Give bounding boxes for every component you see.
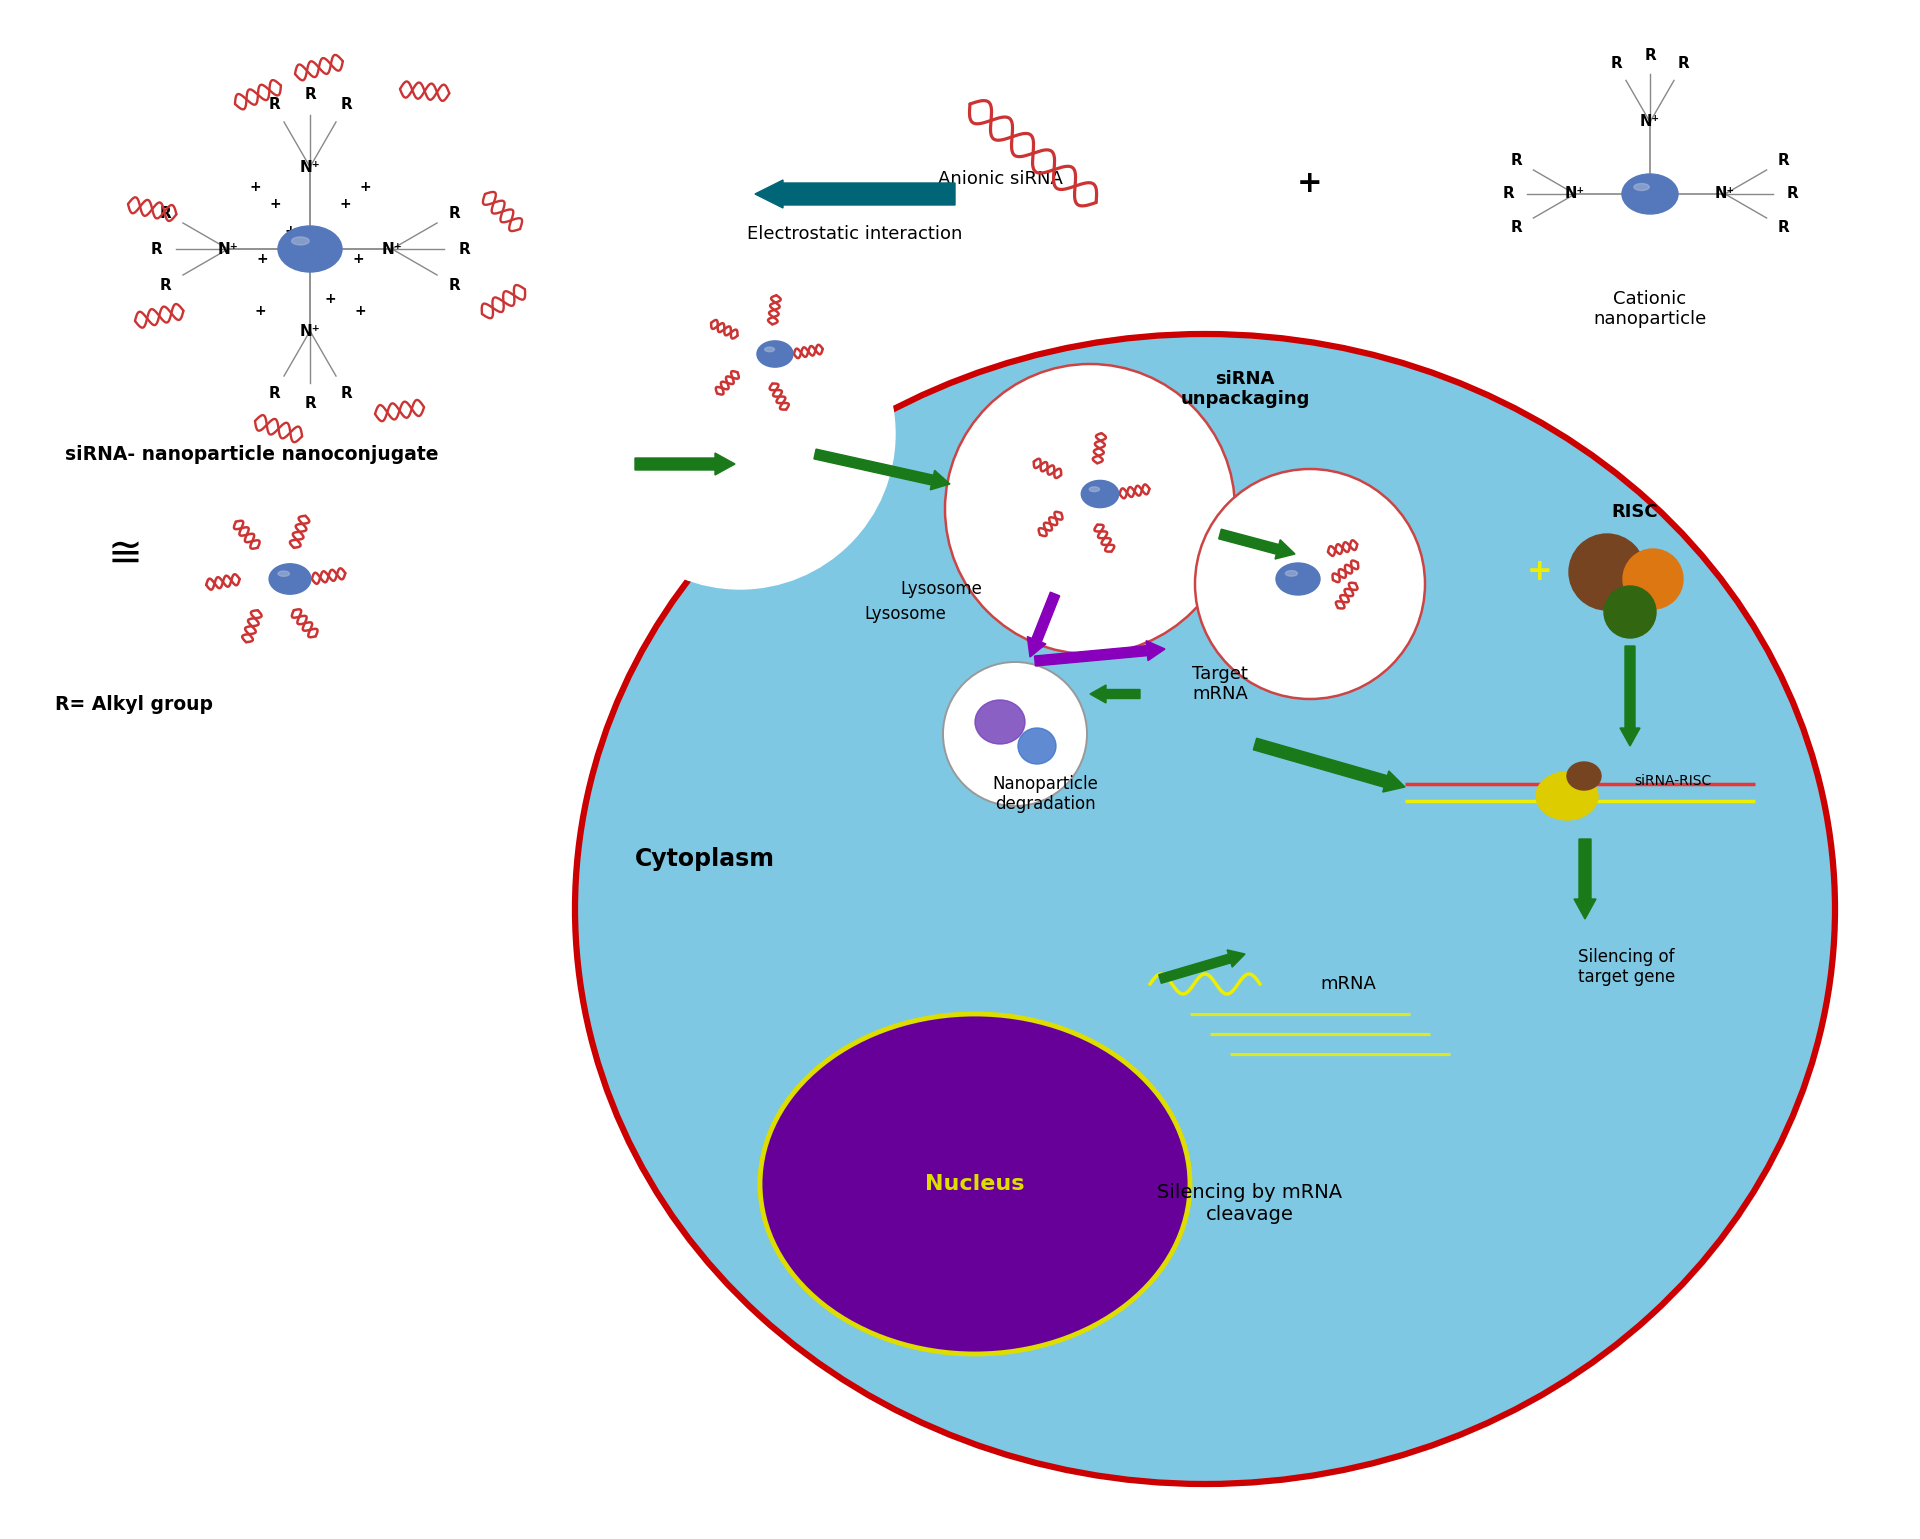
Ellipse shape [278, 571, 290, 576]
Text: R: R [269, 97, 280, 112]
Ellipse shape [574, 334, 1836, 1484]
Text: Lysosome: Lysosome [864, 605, 947, 623]
Ellipse shape [278, 226, 342, 272]
Text: +: + [269, 197, 280, 211]
Ellipse shape [1622, 174, 1678, 214]
FancyArrow shape [755, 180, 954, 208]
FancyArrow shape [1027, 593, 1060, 657]
Text: R: R [1778, 152, 1789, 168]
Text: ≅: ≅ [108, 532, 142, 576]
Text: Nanoparticle
degradation: Nanoparticle degradation [993, 774, 1098, 814]
Ellipse shape [764, 348, 774, 352]
Ellipse shape [1536, 773, 1597, 820]
Text: +: + [255, 252, 267, 266]
Text: R: R [1611, 57, 1622, 71]
Ellipse shape [292, 237, 309, 245]
Text: +: + [340, 197, 351, 211]
Text: siRNA- nanoparticle nanoconjugate: siRNA- nanoparticle nanoconjugate [65, 445, 438, 463]
FancyArrow shape [1160, 950, 1244, 983]
Text: R: R [1644, 48, 1655, 63]
FancyArrow shape [1035, 640, 1165, 666]
Text: R: R [340, 386, 351, 400]
Text: +: + [284, 225, 296, 239]
Text: N⁺: N⁺ [1640, 114, 1661, 129]
Text: R: R [449, 206, 461, 220]
Text: R: R [1786, 186, 1797, 202]
Text: R: R [1778, 220, 1789, 235]
Ellipse shape [1018, 728, 1056, 763]
Text: R: R [1511, 152, 1523, 168]
Text: R: R [459, 242, 470, 257]
Circle shape [1622, 549, 1684, 609]
FancyArrow shape [1574, 839, 1596, 919]
FancyArrow shape [636, 452, 735, 476]
Text: Target
mRNA: Target mRNA [1192, 665, 1248, 703]
Circle shape [945, 365, 1235, 654]
Text: N⁺: N⁺ [217, 242, 238, 257]
Ellipse shape [760, 1014, 1190, 1354]
Text: +: + [250, 180, 261, 194]
Circle shape [1569, 534, 1645, 609]
Text: N⁺: N⁺ [300, 160, 321, 174]
Text: R: R [449, 277, 461, 292]
Text: +: + [1298, 169, 1323, 199]
Ellipse shape [756, 340, 793, 368]
Text: R: R [159, 206, 171, 220]
Circle shape [586, 279, 895, 589]
Text: N⁺: N⁺ [382, 242, 403, 257]
Circle shape [1194, 469, 1425, 699]
Ellipse shape [1081, 480, 1119, 508]
Text: R: R [159, 277, 171, 292]
FancyArrow shape [1254, 739, 1405, 793]
Text: R: R [1678, 57, 1690, 71]
Text: +: + [353, 305, 367, 319]
Text: siRNA-RISC: siRNA-RISC [1634, 774, 1711, 788]
Text: N⁺: N⁺ [1715, 186, 1736, 202]
Text: R: R [1501, 186, 1513, 202]
Text: Silencing by mRNA
cleavage: Silencing by mRNA cleavage [1158, 1183, 1342, 1225]
Text: R: R [269, 386, 280, 400]
Ellipse shape [1089, 486, 1100, 491]
Text: R: R [340, 97, 351, 112]
Text: +: + [253, 305, 265, 319]
Text: R: R [150, 242, 161, 257]
Text: Anionic siRNA: Anionic siRNA [937, 169, 1062, 188]
FancyArrow shape [1219, 529, 1294, 559]
FancyArrow shape [814, 449, 950, 489]
FancyArrow shape [1091, 685, 1140, 703]
Text: R: R [303, 396, 317, 411]
Text: Silencing of
target gene: Silencing of target gene [1578, 948, 1676, 986]
Text: R: R [1511, 220, 1523, 235]
Text: Nucleus: Nucleus [925, 1174, 1025, 1194]
Ellipse shape [1634, 183, 1649, 191]
Text: Electrostatic interaction: Electrostatic interaction [747, 225, 962, 243]
Circle shape [943, 662, 1087, 806]
Text: R= Alkyl group: R= Alkyl group [56, 694, 213, 714]
Text: N⁺: N⁺ [300, 323, 321, 339]
Circle shape [1603, 586, 1655, 639]
FancyArrow shape [1620, 646, 1640, 746]
Text: +: + [1526, 557, 1553, 586]
Text: +: + [351, 252, 363, 266]
Ellipse shape [1567, 762, 1601, 790]
Text: Cationic
nanoparticle: Cationic nanoparticle [1594, 289, 1707, 328]
Text: mRNA: mRNA [1321, 976, 1377, 993]
Text: Lysosome: Lysosome [900, 580, 981, 599]
Ellipse shape [269, 563, 311, 594]
Ellipse shape [975, 700, 1025, 743]
Text: siRNA
unpackaging: siRNA unpackaging [1181, 369, 1309, 408]
Text: RISC: RISC [1611, 503, 1659, 522]
Ellipse shape [1277, 563, 1321, 596]
Text: +: + [324, 292, 336, 306]
Text: N⁺: N⁺ [1565, 186, 1586, 202]
Text: Cytoplasm: Cytoplasm [636, 846, 776, 871]
Ellipse shape [1284, 571, 1298, 576]
Text: R: R [303, 88, 317, 103]
Text: +: + [359, 180, 371, 194]
